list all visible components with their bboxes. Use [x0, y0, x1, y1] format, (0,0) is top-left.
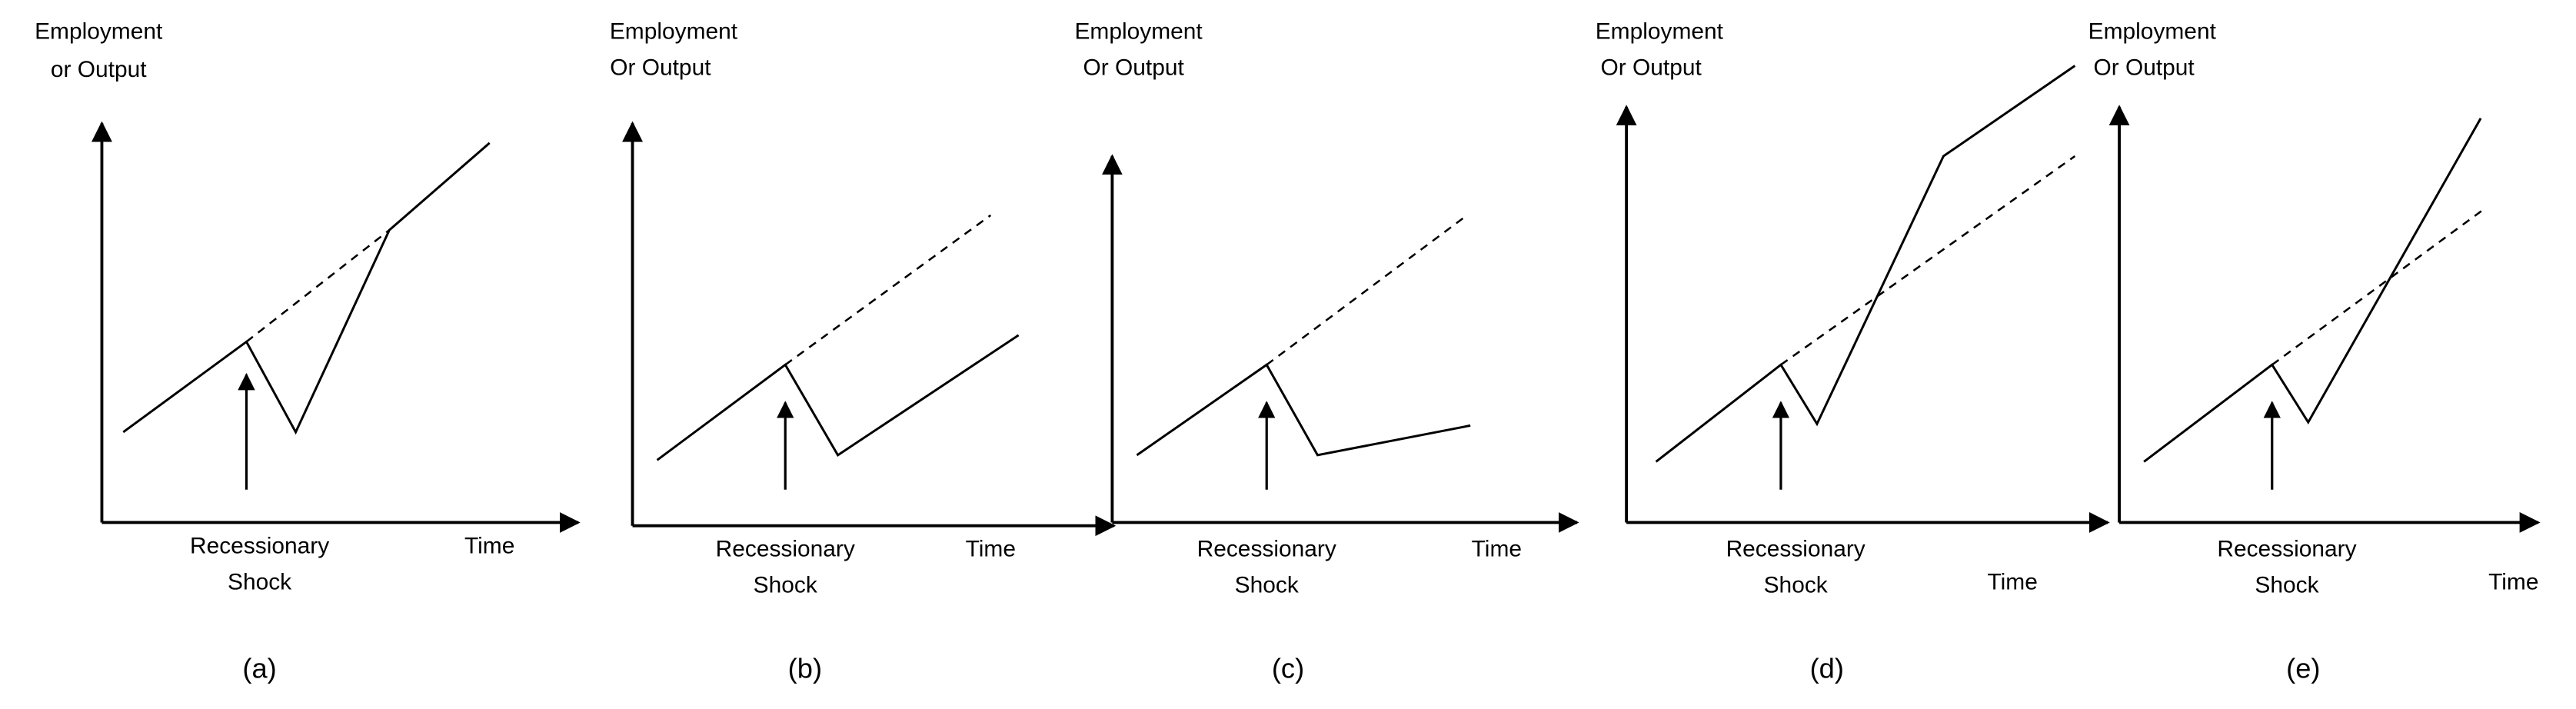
output-path [656, 334, 1020, 461]
x-label: Time [1472, 537, 1522, 562]
shock-label: Recessionary [1726, 537, 1865, 562]
caption: (e) [2286, 652, 2320, 684]
caption: (c) [1272, 652, 1304, 684]
x-label: Time [1988, 569, 2038, 594]
y-label: Or Output [1083, 55, 1185, 81]
output-path [2143, 118, 2482, 463]
shock-label: Recessionary [1197, 537, 1336, 562]
y-label: Or Output [2093, 55, 2195, 81]
shock-label: Recessionary [2217, 537, 2356, 562]
trend-dashed [784, 214, 992, 366]
shock-label: Shock [1764, 573, 1828, 598]
y-label: Employment [610, 19, 738, 45]
x-label: Time [966, 537, 1016, 562]
output-path [1655, 65, 2076, 463]
x-label: Time [464, 533, 514, 558]
panel: Employment Or Output Recessionary Shock Time… [1074, 19, 1579, 684]
trend-dashed [1780, 155, 2076, 366]
y-label: Employment [2088, 19, 2217, 45]
output-path [122, 141, 491, 435]
trend-dashed [1266, 214, 1468, 366]
panel: Employment Or Output Recessionary Shock Time… [1596, 19, 2110, 684]
caption: (b) [788, 652, 822, 684]
x-label: Time [2488, 569, 2538, 594]
panel: Employment or Output Recessionary Shock Time… [35, 19, 581, 684]
y-label: Employment [1074, 19, 1203, 45]
caption: (d) [1810, 652, 1844, 684]
y-label: Or Output [1601, 55, 1702, 81]
panel: Employment Or Output Recessionary Shock Time… [2088, 19, 2541, 684]
output-path [1136, 363, 1471, 457]
y-label: Employment [1596, 19, 1724, 45]
shock-label: Shock [754, 573, 817, 598]
trend-dashed [245, 229, 391, 343]
shock-label: Recessionary [190, 533, 329, 558]
panel: Employment Or Output Recessionary Shock Time… [610, 19, 1117, 684]
y-label: Employment [35, 19, 163, 45]
trend-dashed [2271, 209, 2483, 366]
y-label: or Output [51, 57, 147, 82]
y-label: Or Output [610, 55, 711, 81]
shock-label: Shock [1235, 573, 1299, 598]
caption: (a) [242, 652, 276, 684]
shock-label: Shock [2255, 573, 2318, 598]
shock-label: Recessionary [716, 537, 855, 562]
shock-label: Shock [228, 569, 291, 594]
